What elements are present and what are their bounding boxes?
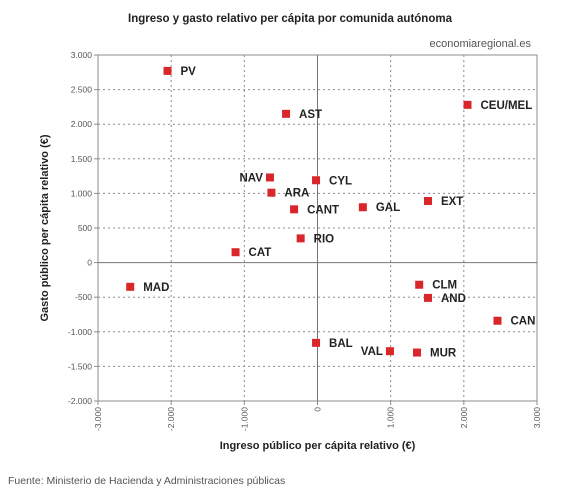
x-tick-label: 1.000 xyxy=(386,407,396,429)
y-tick-label: -2.000 xyxy=(68,396,92,406)
data-point-marker xyxy=(493,316,502,325)
data-point-label: AST xyxy=(299,109,322,121)
grid-lines xyxy=(98,55,537,401)
source-note: Fuente: Ministerio de Hacienda y Adminis… xyxy=(8,475,286,487)
data-point-label: CLM xyxy=(432,280,457,292)
data-point-label: CEU/MEL xyxy=(480,100,532,112)
y-tick-label: 500 xyxy=(78,223,92,233)
y-tick-label: -1.000 xyxy=(68,327,92,337)
x-tick-label: 2.000 xyxy=(459,407,469,429)
tick-labels: 3.000 2.500 2.000 1.500 1.000 500 0 -500 -1.000 -… xyxy=(68,50,542,431)
x-tick-label: -3.000 xyxy=(93,407,103,431)
data-point-label: CAT xyxy=(249,247,272,259)
data-point-label: MAD xyxy=(143,282,169,294)
data-point-label: NAV xyxy=(240,172,264,184)
data-point-marker xyxy=(312,176,321,185)
y-tick-label: -1.500 xyxy=(68,361,92,371)
y-tick-label: 1.500 xyxy=(71,154,93,164)
x-tick-label: -1.000 xyxy=(239,407,249,431)
data-point-marker xyxy=(415,280,424,289)
data-point-marker xyxy=(358,203,367,212)
data-point-label: EXT xyxy=(441,196,463,208)
data-point-label: PV xyxy=(181,66,197,78)
data-point-label: ARA xyxy=(284,188,309,200)
data-point-marker xyxy=(413,348,422,357)
data-point-marker xyxy=(282,109,291,118)
data-points: PV AST CEU/MEL NAV CYL ARA GAL EXT CANT RIO CAT MAD… xyxy=(126,66,535,360)
data-point-marker xyxy=(267,188,276,197)
data-point-label: RIO xyxy=(314,233,335,245)
data-point-marker xyxy=(126,282,135,291)
data-point-label: VAL xyxy=(361,346,383,358)
data-point-marker xyxy=(312,338,321,347)
data-point-marker xyxy=(385,347,394,356)
x-axis-title: Ingreso público per cápita relativo (€) xyxy=(220,440,416,452)
watermark: economiaregional.es xyxy=(429,38,531,50)
data-point-label: CAN xyxy=(510,316,535,328)
data-point-marker xyxy=(296,234,305,243)
data-point-label: MUR xyxy=(430,348,457,360)
data-point-marker xyxy=(265,173,274,182)
data-point-marker xyxy=(290,205,299,214)
y-tick-label: -500 xyxy=(75,292,92,302)
y-tick-label: 2.500 xyxy=(71,85,93,95)
y-tick-label: 2.000 xyxy=(71,119,93,129)
y-tick-label: 0 xyxy=(87,258,92,268)
y-tick-label: 3.000 xyxy=(71,50,93,60)
y-tick-label: 1.000 xyxy=(71,188,93,198)
x-tick-label: 3.000 xyxy=(532,407,542,429)
x-tick-label: 0 xyxy=(313,407,323,412)
data-point-marker xyxy=(423,293,432,302)
data-point-marker xyxy=(231,248,240,257)
data-point-marker xyxy=(423,197,432,206)
data-point-label: GAL xyxy=(376,202,400,214)
data-point-label: CYL xyxy=(329,175,352,187)
data-point-label: CANT xyxy=(307,204,339,216)
x-tick-label: -2.000 xyxy=(166,407,176,431)
data-point-marker xyxy=(163,66,172,75)
data-point-label: AND xyxy=(441,293,466,305)
data-point-label: BAL xyxy=(329,338,353,350)
y-axis-title: Gasto público per cápita relativo (€) xyxy=(39,134,51,321)
data-point-marker xyxy=(463,100,472,109)
chart-title: Ingreso y gasto relativo per cápita por … xyxy=(128,13,452,25)
